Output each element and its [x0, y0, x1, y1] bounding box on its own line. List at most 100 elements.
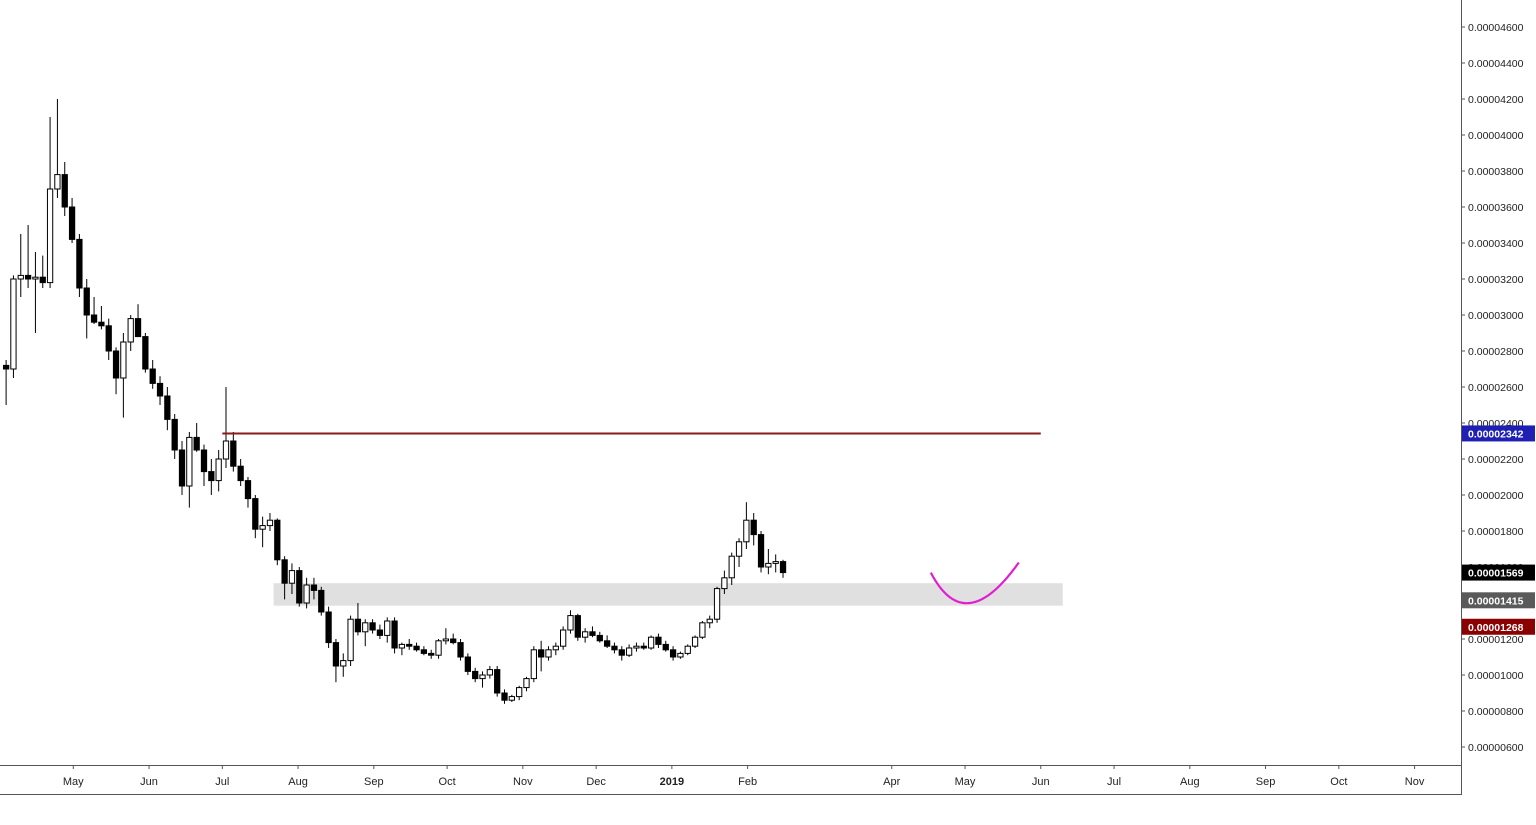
candle[interactable] — [713, 586, 721, 623]
candle[interactable] — [633, 642, 640, 652]
candle[interactable] — [54, 99, 61, 198]
candle[interactable] — [252, 495, 259, 539]
candle[interactable] — [340, 653, 347, 677]
candle[interactable] — [464, 653, 472, 675]
candle[interactable] — [171, 414, 178, 459]
candle[interactable] — [296, 567, 303, 607]
candle[interactable] — [266, 513, 274, 531]
candle[interactable] — [662, 640, 669, 652]
candle[interactable] — [310, 577, 318, 600]
candle[interactable] — [735, 538, 743, 567]
candle[interactable] — [2, 360, 10, 405]
candle[interactable] — [10, 275, 17, 378]
candle[interactable] — [508, 694, 515, 702]
candle[interactable] — [567, 610, 574, 634]
candle[interactable] — [384, 617, 391, 643]
candle[interactable] — [611, 642, 618, 654]
candle[interactable] — [98, 306, 105, 330]
candle[interactable] — [647, 635, 655, 650]
candle[interactable] — [120, 333, 127, 418]
candle[interactable] — [61, 162, 68, 216]
candle[interactable] — [46, 117, 54, 288]
candle[interactable] — [362, 619, 369, 647]
candle[interactable] — [369, 619, 376, 634]
candle[interactable] — [765, 549, 772, 575]
candle[interactable] — [200, 444, 208, 486]
candle[interactable] — [581, 628, 589, 643]
candle[interactable] — [618, 646, 625, 661]
candle[interactable] — [215, 450, 222, 492]
candle[interactable] — [32, 252, 39, 333]
candle[interactable] — [347, 615, 354, 666]
candle[interactable] — [684, 644, 691, 656]
candle[interactable] — [354, 603, 362, 636]
candle[interactable] — [325, 606, 332, 648]
candle[interactable] — [127, 315, 134, 351]
candle[interactable] — [538, 640, 545, 672]
candle[interactable] — [479, 671, 486, 688]
candle[interactable] — [193, 423, 200, 452]
candle[interactable] — [545, 646, 552, 661]
candle[interactable] — [772, 554, 779, 573]
candle[interactable] — [779, 559, 787, 578]
candle[interactable] — [281, 556, 288, 600]
support-zone[interactable] — [273, 583, 1063, 606]
candle[interactable] — [90, 297, 98, 324]
candle[interactable] — [420, 646, 428, 656]
candle[interactable] — [494, 666, 501, 697]
candle[interactable] — [391, 617, 398, 654]
candle[interactable] — [178, 441, 186, 495]
candle[interactable] — [523, 676, 530, 692]
candle[interactable] — [142, 333, 149, 373]
candle[interactable] — [596, 631, 603, 643]
candle[interactable] — [222, 387, 230, 468]
candle[interactable] — [24, 225, 32, 288]
candle[interactable] — [640, 642, 647, 650]
candle[interactable] — [603, 635, 611, 648]
candle[interactable] — [303, 577, 310, 609]
candle[interactable] — [156, 376, 164, 405]
candle[interactable] — [428, 649, 435, 659]
candle[interactable] — [530, 646, 537, 683]
candle[interactable] — [186, 432, 193, 508]
candle[interactable] — [750, 513, 757, 546]
candle[interactable] — [486, 666, 493, 679]
candle[interactable] — [244, 477, 252, 508]
candle[interactable] — [669, 646, 677, 661]
candle[interactable] — [39, 255, 46, 288]
candle[interactable] — [472, 667, 479, 683]
candle[interactable] — [574, 613, 581, 641]
candle[interactable] — [332, 639, 340, 683]
candle[interactable] — [442, 628, 450, 645]
price-axis[interactable]: 0.00000600 0.00000800 0.00001000 0.00001200… — [1461, 0, 1536, 795]
candle[interactable] — [721, 570, 728, 594]
candle[interactable] — [450, 633, 457, 645]
candle[interactable] — [677, 651, 684, 659]
candle[interactable] — [68, 198, 76, 243]
candle[interactable] — [274, 518, 281, 566]
candle[interactable] — [83, 279, 90, 339]
candle[interactable] — [552, 642, 559, 656]
candle[interactable] — [230, 432, 237, 472]
candle[interactable] — [259, 516, 266, 548]
candle[interactable] — [237, 459, 244, 486]
candle[interactable] — [288, 563, 296, 594]
candle[interactable] — [398, 642, 406, 656]
candle[interactable] — [376, 624, 384, 639]
projection-curve[interactable] — [929, 561, 1020, 605]
time-axis[interactable]: May Jun Jul Aug Sep Oct Nov Dec 2019 Feb Apr May Jun… — [0, 765, 1461, 795]
candle[interactable] — [589, 626, 596, 638]
candle[interactable] — [457, 639, 464, 661]
candle[interactable] — [757, 531, 765, 573]
candle[interactable] — [655, 633, 662, 648]
candle[interactable] — [149, 360, 156, 389]
candle[interactable] — [706, 615, 713, 629]
candle[interactable] — [134, 304, 142, 338]
candle[interactable] — [435, 639, 442, 659]
candle[interactable] — [560, 626, 567, 650]
candle[interactable] — [17, 234, 24, 297]
candle[interactable] — [501, 689, 508, 704]
candle[interactable] — [164, 387, 171, 431]
candle[interactable] — [728, 552, 735, 585]
candle[interactable] — [318, 586, 325, 616]
